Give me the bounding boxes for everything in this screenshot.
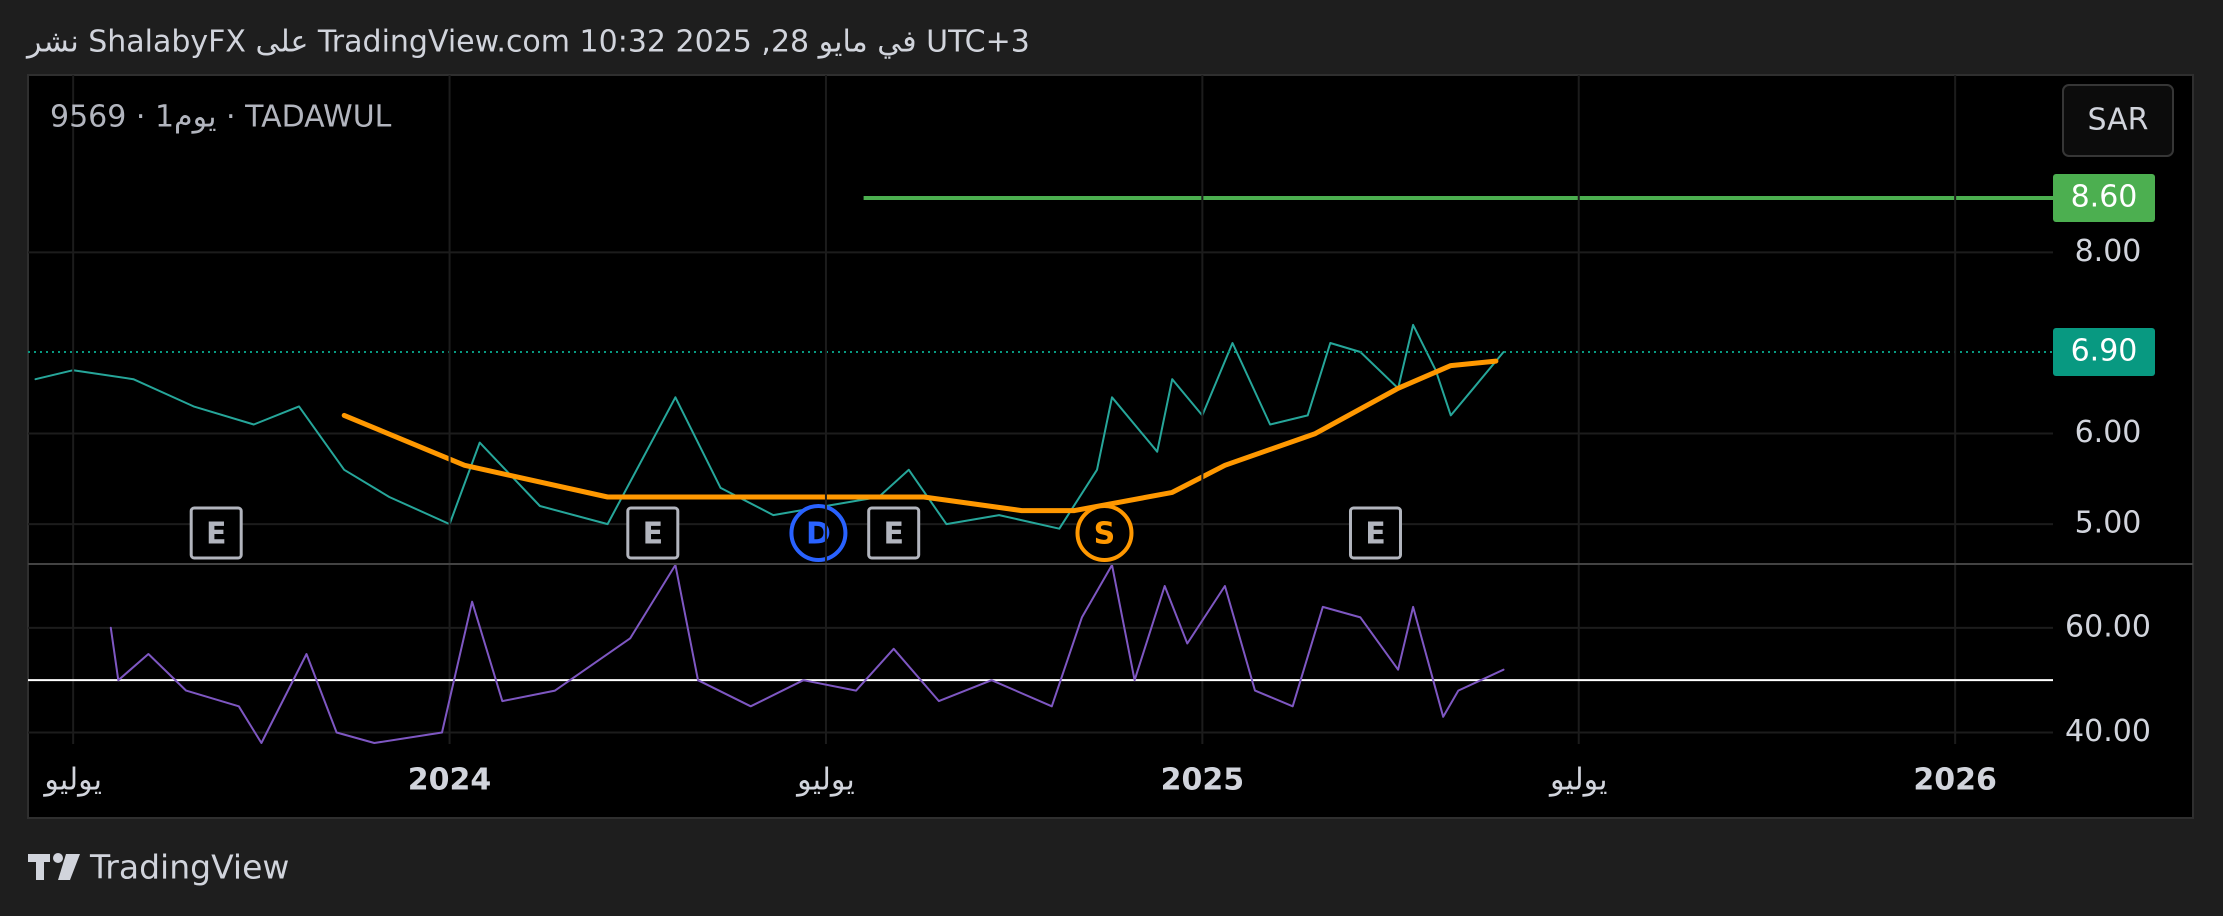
- brand-logo: [28, 853, 80, 880]
- x-tick-label: 2025: [1161, 763, 1245, 798]
- event-marker: [867, 506, 921, 560]
- price-badge: [2053, 174, 2155, 223]
- symbol-label: 9569 · 1يوم · TADAWUL: [50, 100, 392, 135]
- y-tick-label: 5.00: [2075, 506, 2142, 541]
- event-label: D: [806, 517, 831, 552]
- x-tick-label: يوليو: [42, 763, 102, 798]
- chart-frame: [27, 74, 2194, 819]
- event-label: E: [643, 517, 664, 552]
- event-marker: [1075, 504, 1134, 562]
- price-badge-label: 8.60: [2071, 180, 2138, 215]
- event-label: E: [883, 517, 904, 552]
- y-tick-label: 8.00: [2075, 234, 2142, 269]
- brand-name: TradingView: [89, 848, 289, 887]
- currency-button[interactable]: [2062, 84, 2174, 157]
- event-label: S: [1094, 517, 1116, 552]
- event-marker: [189, 506, 243, 560]
- event-marker: [789, 504, 848, 562]
- x-tick-label: يوليو: [1548, 763, 1608, 798]
- price-badge: [2053, 328, 2155, 377]
- price-badge-label: 6.90: [2071, 334, 2138, 369]
- event-label: E: [1365, 517, 1386, 552]
- y-tick-label: 40.00: [2065, 714, 2151, 749]
- currency-label[interactable]: SAR: [2088, 103, 2149, 138]
- event-marker: [626, 506, 680, 560]
- series-line: [109, 564, 1505, 744]
- header-title: نشر ShalabyFX على TradingView.com 10:32 …: [25, 25, 1030, 60]
- event-marker: [1348, 506, 1402, 560]
- x-tick-label: 2024: [408, 763, 492, 798]
- y-tick-label: 60.00: [2065, 609, 2151, 644]
- series-line: [341, 358, 1499, 514]
- x-tick-label: يوليو: [795, 763, 855, 798]
- x-tick-label: 2026: [1913, 763, 1997, 798]
- event-label: E: [206, 517, 227, 552]
- plot: 5.00 6.00 8.00 8.60 6.90 E E D E S E 40.00 60.00 يولي…: [28, 75, 2193, 798]
- y-tick-label: 6.00: [2075, 415, 2142, 450]
